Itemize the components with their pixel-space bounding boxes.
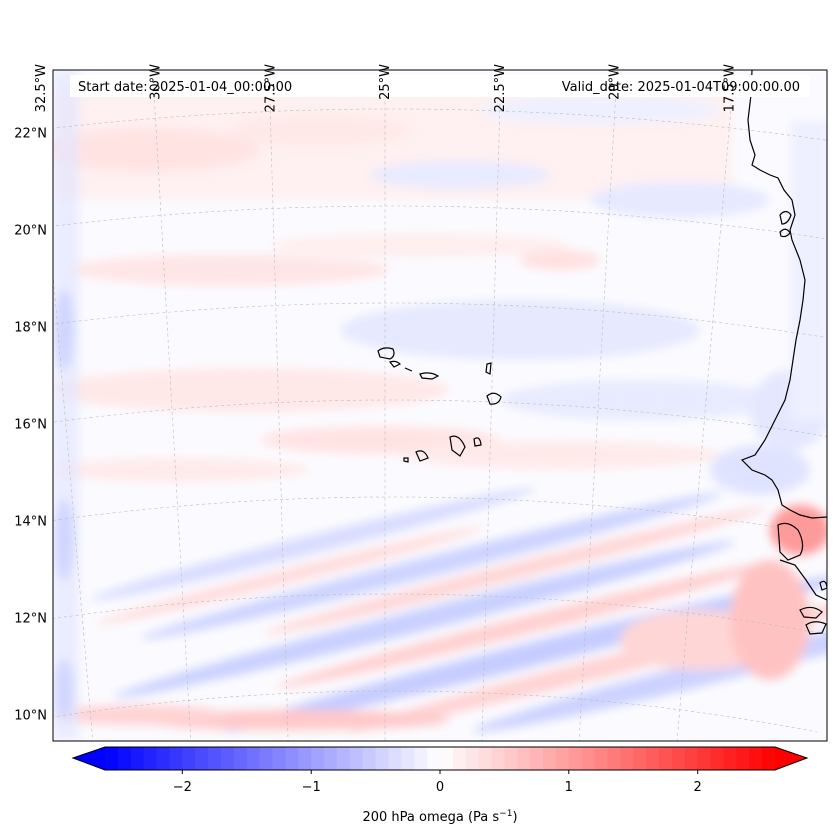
colorbar-cell [530, 747, 544, 770]
colorbar-cell [620, 747, 634, 770]
colorbar-cell [259, 747, 273, 770]
colorbar-cell [607, 747, 621, 770]
omega-field [53, 70, 827, 740]
colorbar-cell [710, 747, 724, 770]
colorbar-cells [105, 747, 776, 770]
parallel-line [53, 496, 827, 536]
colorbar-cell [336, 747, 351, 770]
colorbar-tick-label: −2 [173, 780, 192, 795]
longitude-label: 20°W [608, 64, 623, 100]
longitude-label: 25°W [378, 64, 393, 100]
colorbar-label-exponent: −1 [499, 809, 512, 819]
longitude-label: 22.5°W [493, 64, 508, 112]
latitude-labels: 22°N 20°N 18°N 16°N 14°N 12°N 10°N [14, 126, 47, 723]
latitude-label: 16°N [14, 417, 47, 432]
colorbar-cell [285, 747, 299, 770]
colorbar-cell [220, 747, 235, 770]
colorbar-cell [555, 747, 570, 770]
graticule [53, 70, 827, 741]
colorbar-cell [208, 747, 222, 770]
colorbar-cell [568, 747, 583, 770]
longitude-label: 32.5°W [34, 64, 49, 112]
colorbar-cell [633, 747, 647, 770]
latitude-label: 20°N [14, 223, 47, 238]
valid-date-text: Valid_date: 2025-01-04T09:00:00.00 [562, 80, 800, 95]
start-date-text: Start date: 2025-01-04_00:00:00 [78, 80, 292, 95]
colorbar-cell [427, 747, 441, 770]
parallel-line [53, 690, 818, 733]
colorbar-cell [362, 747, 377, 770]
colorbar-cell [646, 747, 660, 770]
colorbar-label-end: ) [512, 810, 517, 825]
colorbar-cell [182, 747, 196, 770]
colorbar-tick-label: 1 [565, 780, 573, 795]
colorbar-cell [723, 747, 737, 770]
colorbar-cell [684, 747, 699, 770]
colorbar-cell [478, 747, 493, 770]
longitude-label: 30°W [149, 64, 164, 100]
parallel-line [53, 399, 827, 437]
colorbar-cell [233, 747, 248, 770]
colorbar-cell [736, 747, 750, 770]
colorbar-cell [697, 747, 712, 770]
colorbar-cell [143, 747, 158, 770]
latitude-label: 12°N [14, 611, 47, 626]
header-box [70, 75, 810, 97]
parallel-line [53, 205, 827, 240]
colorbar-cell [504, 747, 518, 770]
parallel-line [53, 108, 827, 141]
colorbar-outline [71, 746, 809, 771]
colorbar-cell [324, 747, 338, 770]
colorbar-cell [130, 747, 145, 770]
longitude-labels: 32.5°W 30°W 27.5°W 25°W 22.5°W 20°W 17.5°W [34, 64, 737, 112]
colorbar-cell [246, 747, 261, 770]
colorbar-cell [491, 747, 505, 770]
colorbar-cell [517, 747, 531, 770]
parallel-line [53, 593, 827, 635]
colorbar-label: 200 hPa omega (Pa s−1) [362, 809, 517, 825]
colorbar-cell [117, 747, 132, 770]
colorbar-cell [581, 747, 596, 770]
longitude-label: 27.5°W [263, 64, 278, 112]
colorbar-cell [659, 747, 673, 770]
colorbar-cell [465, 747, 480, 770]
colorbar-cell [388, 747, 402, 770]
latitude-label: 14°N [14, 514, 47, 529]
colorbar-max-extension [775, 747, 807, 770]
colorbar-tick-label: 0 [436, 780, 444, 795]
longitude-label: 17.5°W [722, 64, 737, 112]
colorbar-cell [156, 747, 170, 770]
colorbar-cell [414, 747, 428, 770]
latitude-label: 22°N [14, 126, 47, 141]
colorbar: −2 −1 0 1 2 200 hPa omega (Pa s−1) [71, 746, 809, 825]
latitude-label: 18°N [14, 320, 47, 335]
colorbar-cell [452, 747, 467, 770]
colorbar-cell [401, 747, 415, 770]
colorbar-cell [105, 747, 119, 770]
latitude-label: 10°N [14, 708, 47, 723]
colorbar-min-extension [73, 747, 105, 770]
coastline [377, 70, 827, 635]
map-frame [52, 69, 828, 742]
colorbar-label-main: 200 hPa omega (Pa s [362, 810, 499, 825]
colorbar-cell [169, 747, 183, 770]
colorbar-tick-label: −1 [302, 780, 321, 795]
colorbar-cell [298, 747, 312, 770]
colorbar-tick-label: 2 [694, 780, 702, 795]
colorbar-cell [311, 747, 325, 770]
colorbar-cell [749, 747, 763, 770]
colorbar-cell [375, 747, 389, 770]
colorbar-cell [349, 747, 364, 770]
colorbar-cell [671, 747, 686, 770]
colorbar-cell [272, 747, 286, 770]
colorbar-cell [195, 747, 209, 770]
colorbar-cell [594, 747, 608, 770]
colorbar-cell [543, 747, 557, 770]
colorbar-cell [762, 747, 776, 770]
colorbar-ticks: −2 −1 0 1 2 [173, 770, 702, 795]
colorbar-cell [440, 747, 454, 770]
